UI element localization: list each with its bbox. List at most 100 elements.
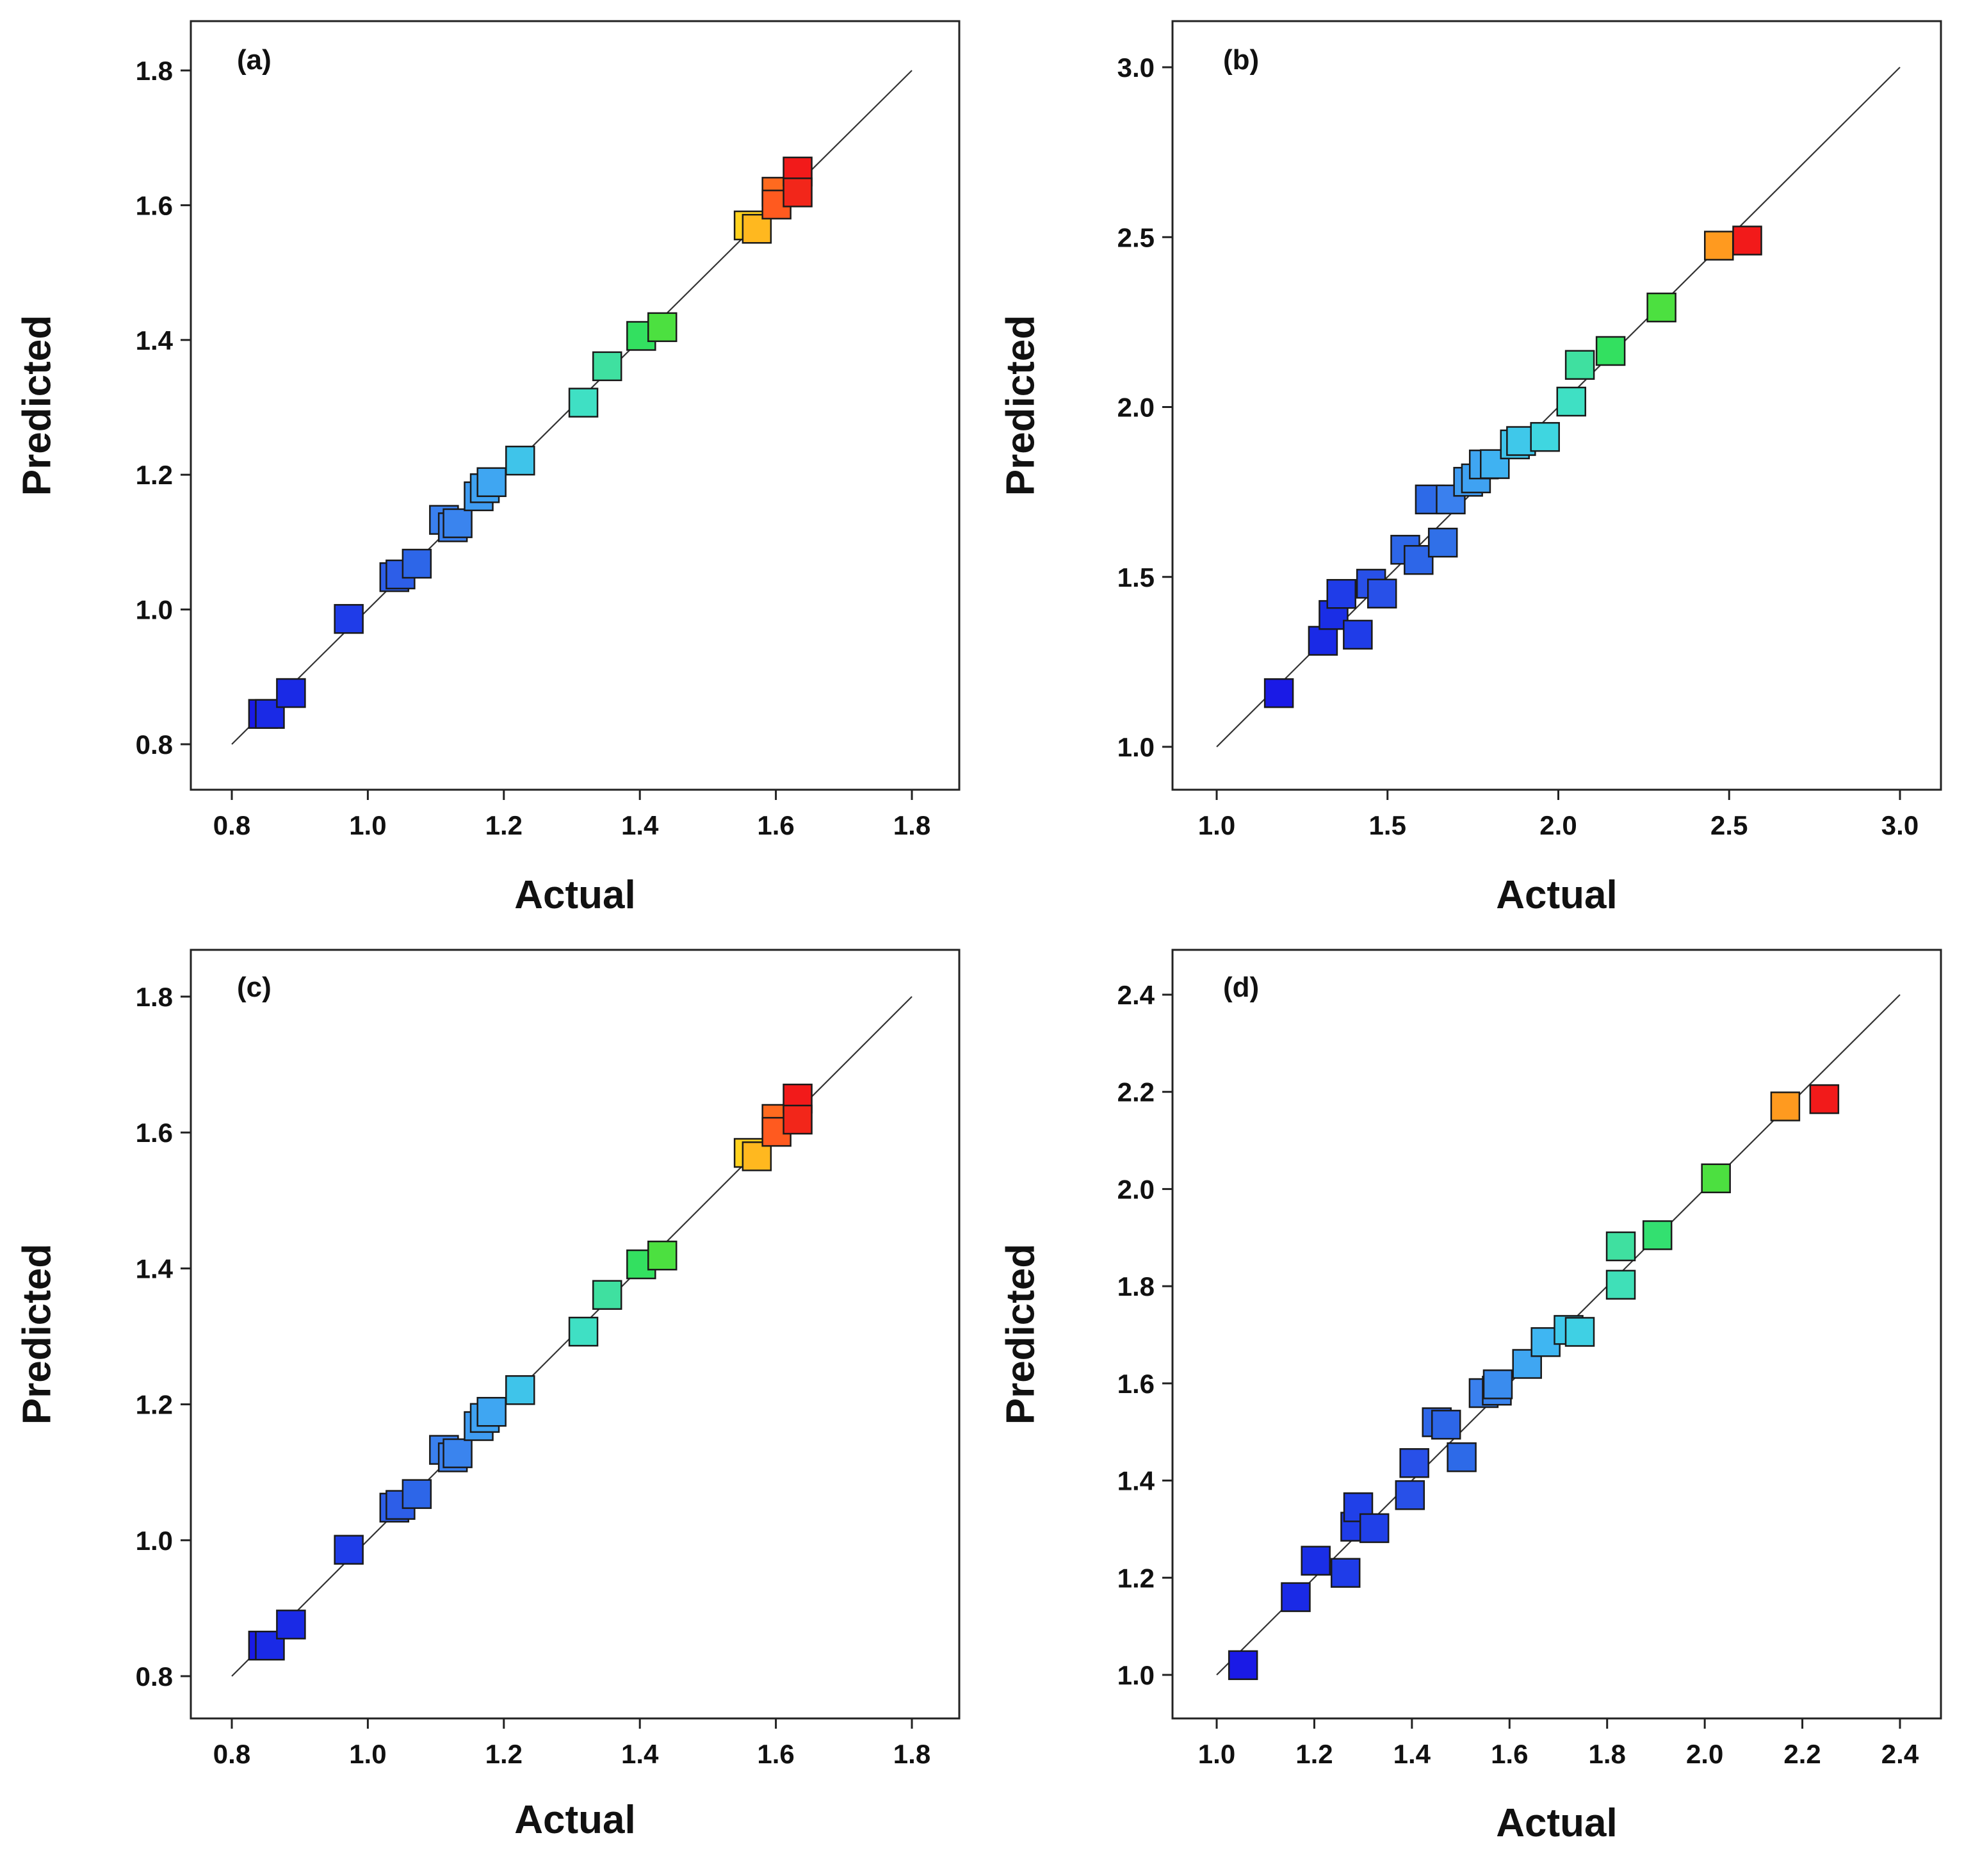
panel-c-y-tick-label: 0.8	[136, 1661, 173, 1692]
panel-c-data-point	[442, 1438, 473, 1469]
panel-a-data-point	[276, 678, 306, 708]
panel-b-data-point	[1343, 619, 1373, 650]
panel-b-x-tick-label: 1.5	[1369, 810, 1406, 840]
panel-c-x-tick-label: 1.6	[757, 1739, 794, 1769]
panel-a-x-axis-title: Actual	[514, 873, 635, 917]
panel-d-x-tick-label: 2.0	[1686, 1739, 1723, 1769]
panel-d-data-point	[1228, 1650, 1258, 1681]
panel-b: 1.0 1.5 2.0 2.5 3.0 1.0 1.5 2.0 2.5 3.0 (b) Actual P…	[998, 20, 1942, 917]
panel-d-x-tick-label: 1.8	[1589, 1739, 1626, 1769]
panel-d-frame	[1171, 949, 1942, 1720]
panel-a-data-point	[783, 177, 813, 208]
panel-d-y-tick-label: 2.0	[1117, 1174, 1155, 1204]
panel-d-data-point	[1605, 1269, 1636, 1300]
panel-b-y-tick-label: 3.0	[1117, 53, 1155, 83]
panel-a-data-point	[476, 467, 507, 498]
panel-a-data-point	[647, 312, 678, 343]
panel-b-y-tick-label: 2.5	[1117, 222, 1155, 252]
panel-c-y-tick-label: 1.2	[136, 1390, 173, 1420]
panel-c-y-axis-title: Predicted	[15, 1244, 59, 1425]
panel-c-data-point	[592, 1280, 622, 1310]
panel-a-y-tick-label: 1.8	[136, 56, 173, 86]
panel-c-x-tick-label: 1.0	[349, 1739, 386, 1769]
panel-a-label: (a)	[237, 44, 272, 76]
panel-a-y-tick-label: 1.2	[136, 460, 173, 490]
panel-a-x-tick-label: 1.2	[485, 810, 523, 840]
panel-c-data-point	[276, 1610, 306, 1640]
panel-a-x-tick-label: 1.8	[893, 810, 930, 840]
panel-d-x-tick-label: 1.4	[1393, 1739, 1431, 1769]
panel-c-data-point	[742, 1141, 772, 1171]
panel-a-data-point	[334, 604, 364, 634]
panel-a-y-axis-title: Predicted	[15, 315, 59, 496]
panel-b-x-tick-label: 2.5	[1710, 810, 1748, 840]
panel-a-x-tick-label: 0.8	[213, 810, 250, 840]
panel-b-y-tick-label: 2.0	[1117, 393, 1155, 423]
panel-b-frame	[1171, 20, 1942, 791]
panel-b-data-point	[1326, 579, 1356, 609]
panel-c-data-point	[334, 1535, 364, 1565]
panel-b-x-tick-label: 3.0	[1881, 810, 1919, 840]
panel-b-data-point	[1556, 386, 1587, 417]
panel-a-y-tick-label: 0.8	[136, 730, 173, 760]
panel-b-y-tick-label: 1.5	[1117, 562, 1155, 592]
panel-d-y-tick-label: 1.2	[1117, 1563, 1155, 1593]
panel-c-x-axis-title: Actual	[514, 1798, 635, 1842]
panel-d-data-point	[1770, 1091, 1801, 1122]
panel-d: 1.0 1.2 1.4 1.6 1.8 2.0 2.2 2.4 1.0 1.2 1.4 1.6 1.8 2…	[998, 949, 1942, 1845]
panel-c-frame	[190, 949, 961, 1720]
panel-b-data-point	[1367, 578, 1397, 608]
panel-a-y-tick-label: 1.4	[136, 325, 174, 355]
panel-a-data-point	[505, 445, 535, 476]
panel-c-data-point	[783, 1104, 813, 1135]
panel-d-data-point	[1330, 1558, 1361, 1588]
panel-c-y-tick-label: 1.4	[136, 1253, 174, 1284]
panel-b-data-point	[1595, 336, 1626, 366]
panel-b-data-point	[1308, 626, 1338, 656]
panel-c-data-point	[568, 1316, 599, 1347]
panel-d-y-axis-title: Predicted	[998, 1244, 1043, 1425]
panel-a-data-point	[568, 387, 599, 418]
panel-c-y-tick-label: 1.0	[136, 1526, 173, 1556]
panel-a: 0.8 1.0 1.2 1.4 1.6 1.8 0.8 1.0 1.2 1.4 1.6 1.8 (a) A…	[15, 20, 961, 917]
panel-b-data-point	[1427, 527, 1458, 558]
panel-b-y-tick-label: 1.0	[1117, 732, 1155, 762]
panel-d-x-axis-title: Actual	[1496, 1801, 1617, 1845]
panel-c-data-point	[402, 1479, 432, 1509]
panel-c-x-tick-label: 0.8	[213, 1739, 250, 1769]
panel-d-data-point	[1701, 1163, 1731, 1193]
panel-b-y-axis-title: Predicted	[998, 315, 1043, 496]
panel-a-data-point	[442, 508, 473, 539]
panel-d-y-tick-label: 1.6	[1117, 1369, 1155, 1399]
panel-b-data-point	[1404, 544, 1434, 575]
panel-d-x-tick-label: 1.2	[1295, 1739, 1333, 1769]
panel-a-frame	[190, 20, 961, 791]
panel-a-x-tick-label: 1.0	[349, 810, 386, 840]
panel-d-data-point	[1482, 1369, 1513, 1399]
panel-d-y-tick-label: 2.4	[1117, 980, 1155, 1010]
panel-d-data-point	[1447, 1442, 1477, 1472]
panel-a-data-point	[402, 548, 432, 579]
panel-a-data-point	[592, 351, 622, 382]
panel-b-data-point	[1646, 292, 1676, 323]
panel-a-y-tick-label: 1.0	[136, 595, 173, 625]
panel-d-x-tick-label: 1.0	[1198, 1739, 1235, 1769]
panel-b-x-tick-label: 1.0	[1198, 810, 1235, 840]
panel-c-x-tick-label: 1.2	[485, 1739, 523, 1769]
panel-b-label: (b)	[1223, 44, 1259, 76]
panel-b-data-point	[1703, 231, 1734, 261]
panel-c-y-tick-label: 1.6	[136, 1118, 173, 1148]
panel-d-data-point	[1431, 1410, 1461, 1440]
panel-d-data-point	[1605, 1231, 1636, 1262]
panel-d-x-tick-label: 1.6	[1491, 1739, 1528, 1769]
panel-d-data-point	[1359, 1513, 1390, 1544]
panels: 0.8 1.0 1.2 1.4 1.6 1.8 0.8 1.0 1.2 1.4 1.6 1.8 (a) A…	[15, 20, 1942, 1845]
panel-d-data-point	[1642, 1220, 1673, 1250]
panel-c: 0.8 1.0 1.2 1.4 1.6 1.8 0.8 1.0 1.2 1.4 1.6 1.8 (c) A…	[15, 949, 961, 1842]
panel-d-label: (d)	[1223, 972, 1259, 1003]
panel-d-data-point	[1395, 1480, 1425, 1510]
panel-b-x-axis-title: Actual	[1496, 873, 1617, 917]
panel-a-x-tick-label: 1.6	[757, 810, 794, 840]
panel-b-data-point	[1732, 225, 1762, 256]
